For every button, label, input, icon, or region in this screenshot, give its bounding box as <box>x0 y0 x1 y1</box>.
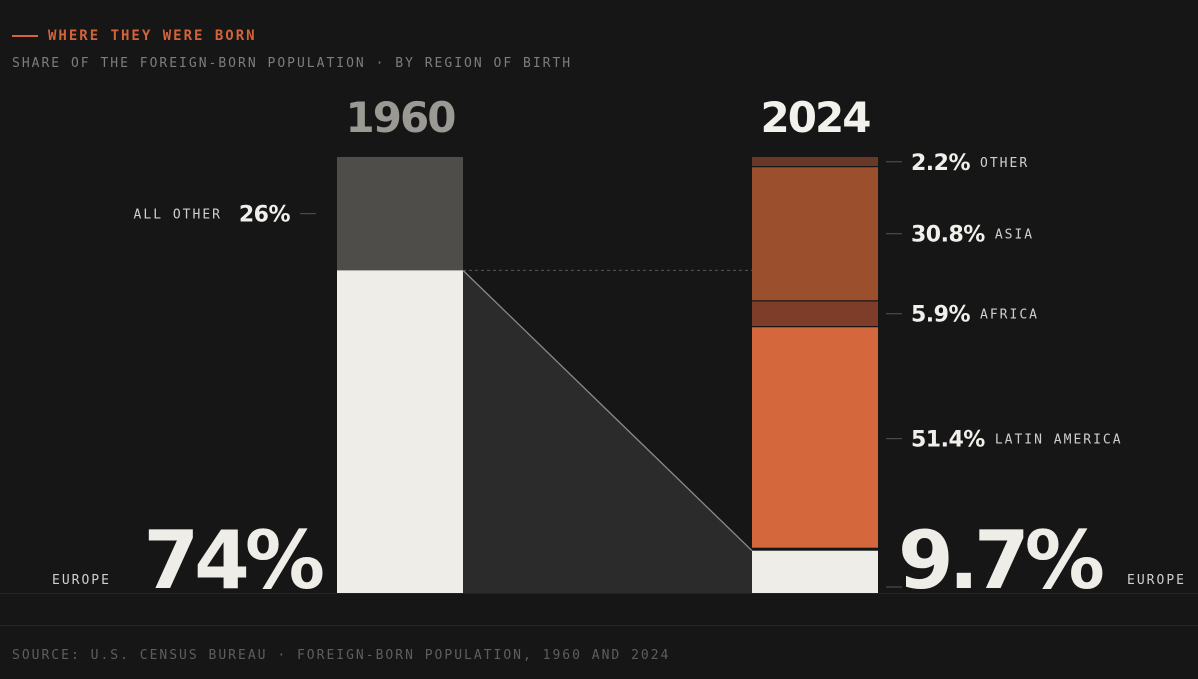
eyebrow-rule <box>12 35 38 37</box>
label-other-name: OTHER <box>980 156 1029 171</box>
bar-2024-asia <box>752 166 878 301</box>
label-africa-name: AFRICA <box>980 308 1039 323</box>
label-asia-value: 30.8% <box>911 223 985 248</box>
bar-2024-africa <box>752 300 878 327</box>
label-latin-america-name: LATIN AMERICA <box>995 433 1123 448</box>
europe-connector-area <box>463 270 752 593</box>
footer-divider <box>0 625 1198 626</box>
label-latin-america-value: 51.4% <box>911 428 985 453</box>
label-asia-name: ASIA <box>995 228 1034 243</box>
year-label-2024: 2024 <box>761 93 871 142</box>
label-europe-2024-name: EUROPE <box>1127 573 1186 588</box>
europe-connector-line <box>462 269 753 552</box>
eyebrow-text: WHERE THEY WERE BORN <box>48 28 257 44</box>
year-label-1960: 1960 <box>346 93 456 142</box>
label-other-value: 2.2% <box>911 151 970 176</box>
label-all-other-value: 26% <box>239 203 291 228</box>
big-europe-2024-value: 9.7% <box>898 514 1103 607</box>
source-note: SOURCE: U.S. CENSUS BUREAU · FOREIGN-BOR… <box>12 648 671 663</box>
bar-1960-europe <box>337 270 463 593</box>
label-europe-1960-name: EUROPE <box>52 573 111 588</box>
label-all-other-name: ALL OTHER <box>134 208 222 223</box>
bar-2024-latin-america <box>752 326 878 548</box>
big-europe-1960-value: 74% <box>144 514 323 607</box>
bar-2024-other <box>752 157 878 167</box>
bar-2024-europe <box>752 550 878 593</box>
eyebrow: WHERE THEY WERE BORN <box>12 28 257 44</box>
label-africa-value: 5.9% <box>911 303 970 328</box>
chart-subtitle: SHARE OF THE FOREIGN-BORN POPULATION · B… <box>12 56 573 71</box>
bar-1960-all-other <box>337 157 463 271</box>
